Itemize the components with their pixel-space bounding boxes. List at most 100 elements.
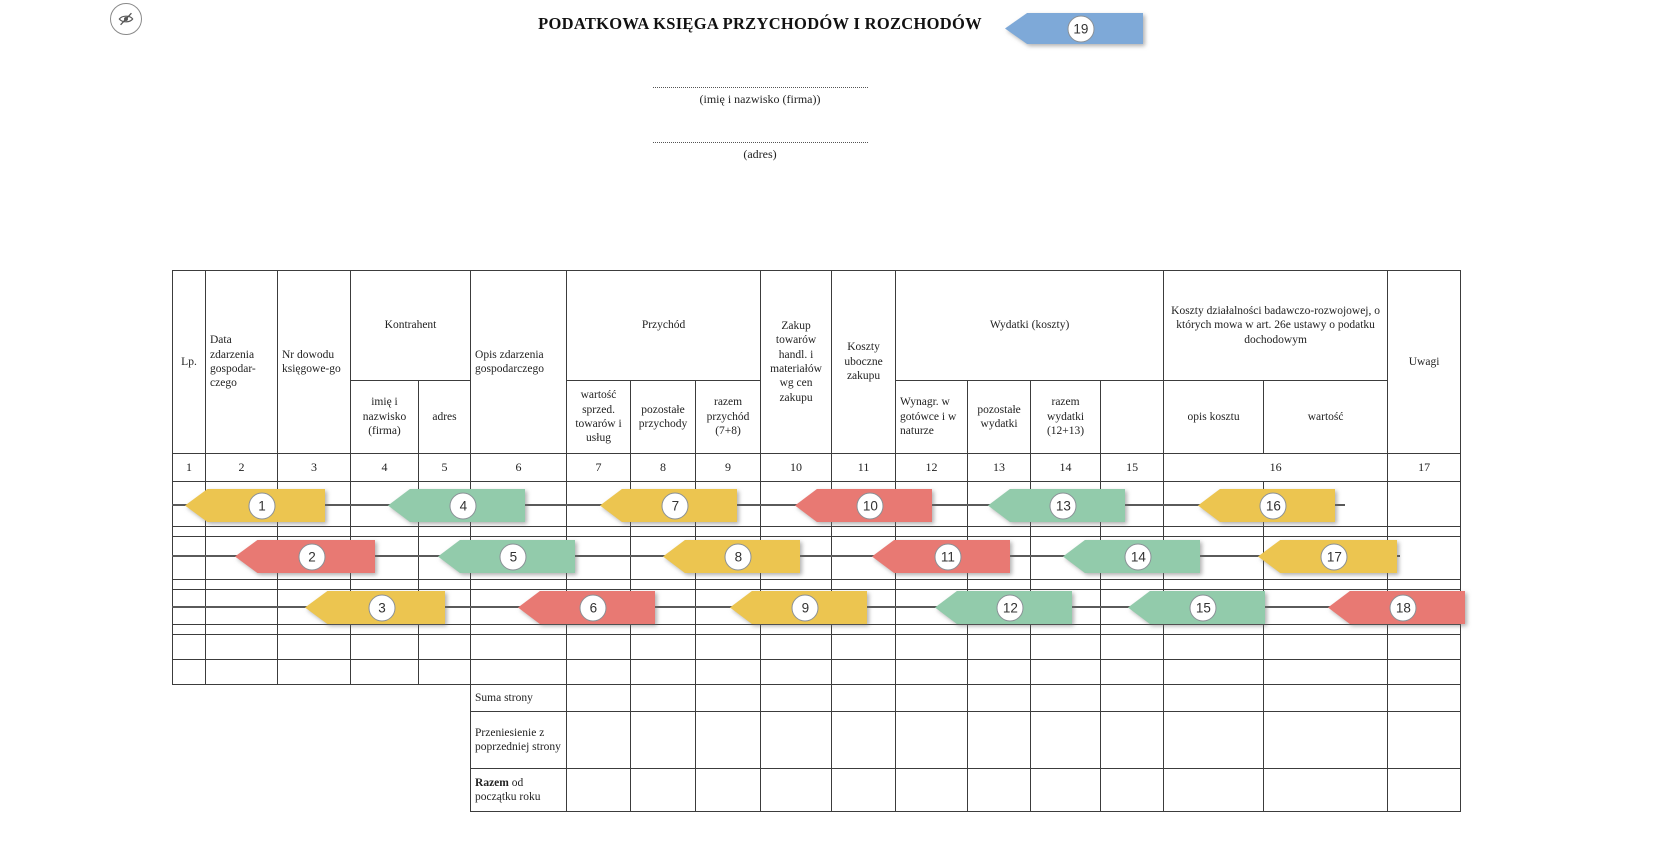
callout-arrow-17[interactable]: 17	[1258, 540, 1397, 573]
body-empty-cell	[760, 579, 833, 590]
body-empty-cell	[1100, 634, 1165, 660]
header-data-zdarzenia: Data zdarzenia gospodar-czego	[205, 270, 278, 454]
column-number-cell: 10	[760, 453, 833, 482]
body-empty-cell	[172, 634, 206, 660]
body-empty-cell	[760, 634, 833, 660]
body-empty-cell	[1100, 526, 1165, 537]
header-pozostale-wydatki: pozostałe wydatki	[967, 380, 1032, 454]
body-empty-cell	[1387, 659, 1462, 685]
body-empty-cell	[566, 579, 632, 590]
footer-empty-cell	[630, 768, 697, 812]
footer-empty-cell	[831, 768, 897, 812]
body-empty-cell	[470, 634, 568, 660]
callout-arrow-7[interactable]: 7	[600, 489, 737, 522]
body-empty-cell	[1387, 579, 1462, 590]
body-empty-cell	[630, 634, 697, 660]
footer-empty-cell	[1030, 768, 1102, 812]
body-empty-cell	[172, 659, 206, 685]
eye-slash-icon	[118, 12, 134, 26]
body-empty-cell	[831, 526, 897, 537]
name-fill-line	[652, 86, 868, 88]
callout-number-badge: 18	[1389, 594, 1417, 621]
body-empty-cell	[695, 526, 762, 537]
callout-arrow-18[interactable]: 18	[1328, 591, 1465, 624]
header-razem-przychod: razem przychód (7+8)	[695, 380, 762, 454]
body-empty-cell	[1030, 634, 1102, 660]
body-empty-cell	[1387, 536, 1462, 580]
column-number-cell: 14	[1030, 453, 1102, 482]
body-empty-cell	[1100, 579, 1165, 590]
body-empty-cell	[205, 579, 278, 590]
callout-arrow-2[interactable]: 2	[235, 540, 375, 573]
callout-number-badge: 4	[449, 492, 477, 519]
body-empty-cell	[1163, 579, 1265, 590]
body-empty-cell	[895, 624, 969, 635]
callout-arrow-16[interactable]: 16	[1198, 489, 1335, 522]
footer-razem-bold: Razem	[475, 776, 509, 789]
body-empty-cell	[566, 624, 632, 635]
column-number-cell: 1	[172, 453, 206, 482]
callout-arrow-11[interactable]: 11	[872, 540, 1010, 573]
callout-arrow-5[interactable]: 5	[438, 540, 575, 573]
body-empty-cell	[350, 526, 419, 537]
body-empty-cell	[630, 579, 697, 590]
body-empty-cell	[831, 659, 897, 685]
footer-razem-label: Razem od początku roku	[470, 768, 568, 812]
body-empty-cell	[1263, 659, 1389, 685]
body-empty-cell	[417, 624, 472, 635]
column-number-cell: 6	[470, 453, 568, 482]
callout-arrow-8[interactable]: 8	[663, 540, 800, 573]
body-empty-cell	[417, 526, 472, 537]
footer-empty-cell	[630, 711, 697, 769]
footer-empty-cell	[1100, 711, 1165, 769]
body-empty-cell	[695, 579, 762, 590]
callout-arrow-6[interactable]: 6	[518, 591, 655, 624]
body-empty-cell	[1387, 634, 1462, 660]
body-empty-cell	[277, 526, 351, 537]
body-empty-cell	[630, 624, 697, 635]
arrow-leader-line	[172, 504, 1345, 506]
body-empty-cell	[566, 526, 632, 537]
body-empty-cell	[1387, 481, 1462, 527]
callout-arrow-14[interactable]: 14	[1063, 540, 1200, 573]
header-lp: Lp.	[172, 270, 206, 454]
footer-empty-cell	[831, 684, 897, 712]
body-empty-cell	[205, 659, 278, 685]
callout-number-badge: 17	[1320, 543, 1348, 570]
body-empty-cell	[967, 624, 1032, 635]
body-empty-cell	[277, 579, 351, 590]
callout-arrow-1[interactable]: 1	[185, 489, 325, 522]
body-empty-cell	[1263, 579, 1389, 590]
callout-number-badge: 13	[1049, 492, 1077, 519]
body-empty-cell	[695, 634, 762, 660]
footer-empty-cell	[760, 768, 833, 812]
callout-number-badge: 7	[661, 492, 689, 519]
callout-arrow-9[interactable]: 9	[730, 591, 867, 624]
callout-number-badge: 16	[1259, 492, 1287, 519]
callout-arrow-19[interactable]: 19	[1005, 13, 1143, 44]
body-empty-cell	[1263, 634, 1389, 660]
callout-number-badge: 3	[368, 594, 396, 621]
footer-empty-cell	[1100, 684, 1165, 712]
body-empty-cell	[695, 659, 762, 685]
callout-number-badge: 2	[298, 543, 326, 570]
header-pozostale-przychody: pozostałe przychody	[630, 380, 697, 454]
callout-arrow-15[interactable]: 15	[1128, 591, 1265, 624]
column-number-cell: 17	[1387, 453, 1462, 482]
callout-arrow-13[interactable]: 13	[988, 489, 1125, 522]
callout-arrow-3[interactable]: 3	[305, 591, 445, 624]
footer-empty-cell	[566, 768, 632, 812]
column-number-cell: 3	[277, 453, 351, 482]
body-empty-cell	[172, 624, 206, 635]
callout-arrow-4[interactable]: 4	[388, 489, 525, 522]
body-empty-cell	[1163, 634, 1265, 660]
body-empty-cell	[895, 659, 969, 685]
footer-empty-cell	[967, 768, 1032, 812]
body-empty-cell	[831, 579, 897, 590]
callout-arrow-10[interactable]: 10	[795, 489, 932, 522]
callout-arrow-12[interactable]: 12	[935, 591, 1072, 624]
body-empty-cell	[1387, 624, 1462, 635]
footer-empty-cell	[895, 684, 969, 712]
hide-annotations-button[interactable]	[110, 3, 142, 35]
